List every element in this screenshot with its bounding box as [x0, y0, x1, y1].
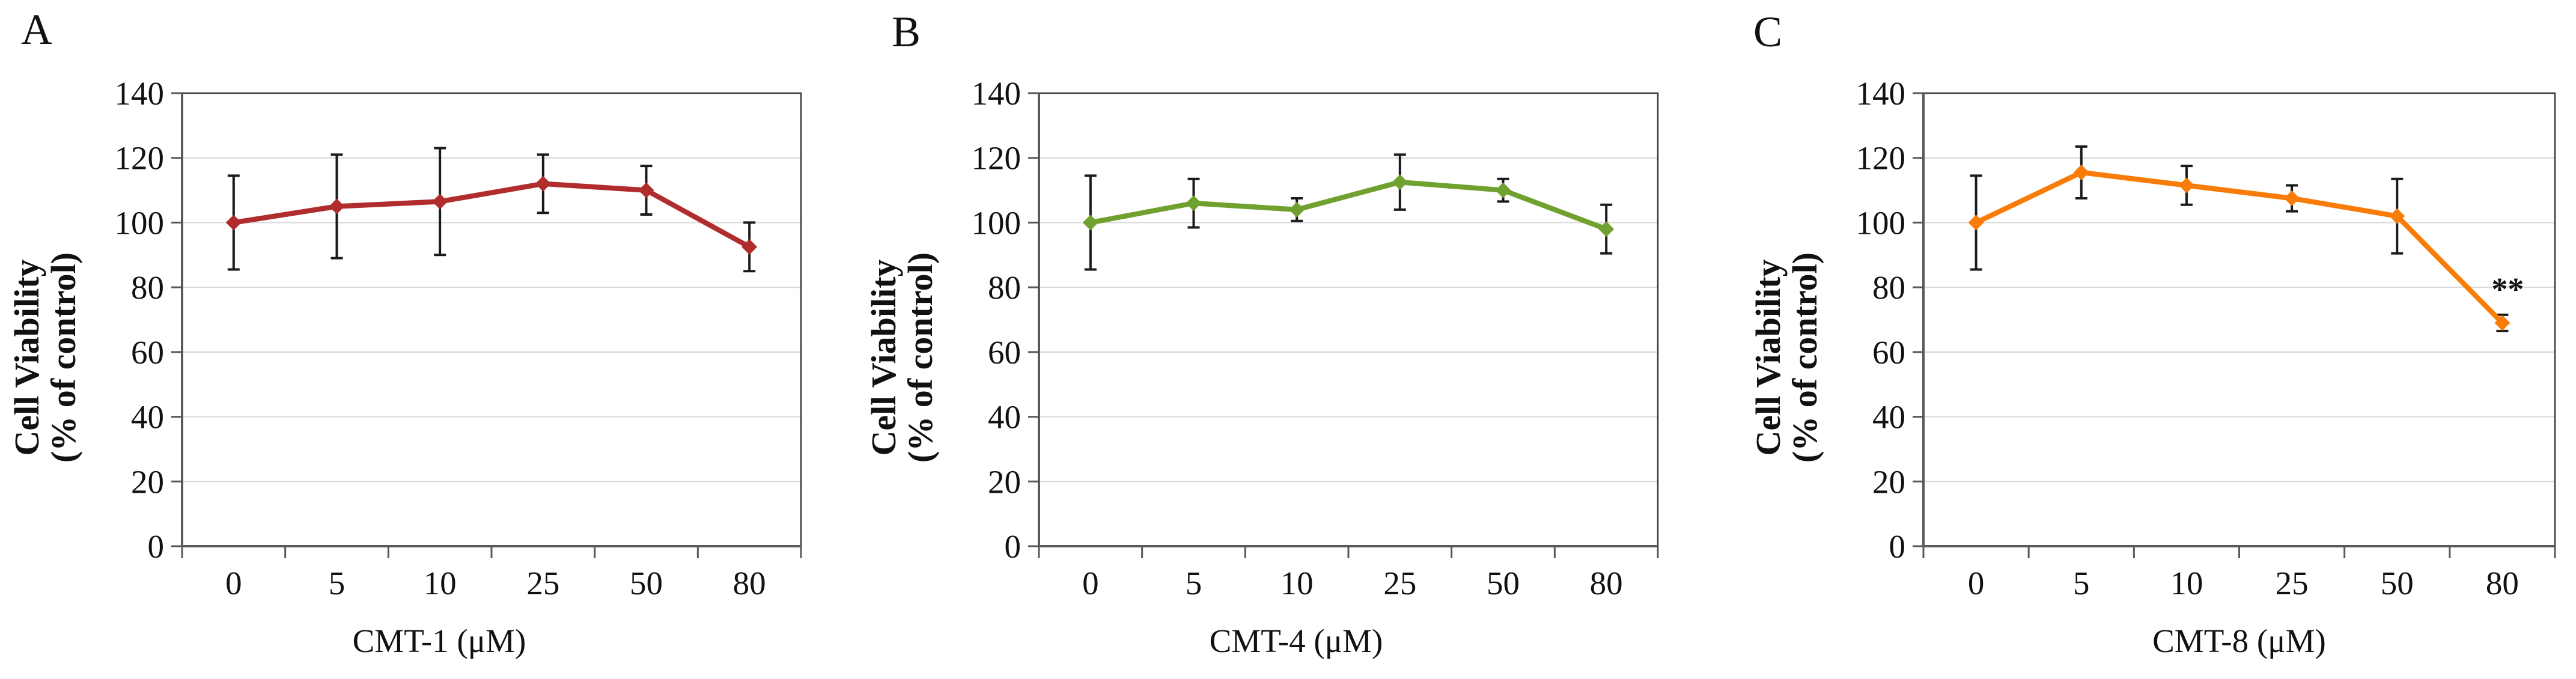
panel-label: A [21, 5, 52, 53]
x-axis-title: CMT-4 (μM) [1210, 623, 1383, 659]
x-tick-label: 80 [1590, 565, 1623, 601]
data-point-marker [225, 215, 242, 231]
y-tick-label: 100 [1856, 204, 1906, 241]
data-point-marker [329, 198, 345, 215]
y-tick-label: 60 [988, 334, 1021, 371]
x-axis-title: CMT-8 (μM) [2152, 623, 2326, 659]
panel-label: C [1753, 8, 1782, 56]
data-point-marker [1289, 201, 1305, 218]
x-tick-label: 50 [1487, 565, 1520, 601]
x-tick-label: 50 [2381, 565, 2414, 601]
y-tick-label: 140 [1856, 75, 1906, 112]
x-tick-label: 25 [2276, 565, 2309, 601]
data-point-marker [1392, 174, 1408, 190]
data-point-marker [1598, 221, 1615, 237]
series-line [1090, 179, 1607, 232]
data-point-marker [432, 193, 448, 210]
y-axis-title-line: Cell Viability [864, 259, 903, 455]
series-line [1975, 169, 2504, 325]
significance-annotation: ** [2491, 271, 2524, 307]
y-tick-label: 80 [1872, 269, 1905, 306]
data-point-marker [2073, 164, 2089, 180]
y-tick-label: 0 [148, 528, 165, 565]
data-point-marker [1082, 215, 1098, 231]
data-point-marker [741, 239, 758, 255]
chart-panel-c: 0 20 40 60 80 100 120 140 0 5 10 25 50 80 ** C Cell Viab… [1717, 0, 2576, 679]
chart-svg-c: 0 20 40 60 80 100 120 140 0 5 10 25 50 80 ** C Cell Viab… [1749, 8, 2556, 659]
y-tick-label: 80 [988, 269, 1021, 306]
data-point-marker [535, 175, 551, 192]
y-tick-label: 40 [988, 399, 1021, 436]
y-axis-title-line: Cell Viability [1749, 259, 1788, 455]
y-tick-label: 100 [972, 204, 1022, 241]
x-tick-label: 80 [733, 565, 766, 601]
x-tick-label: 0 [1968, 565, 1985, 601]
x-tick-label: 5 [2073, 565, 2090, 601]
chart-panel-a: 0 20 40 60 80 100 120 140 0 5 10 25 50 80 A Cell Viabil… [0, 0, 859, 679]
y-tick-label: 20 [988, 463, 1021, 500]
x-tick-label: 5 [329, 565, 346, 601]
x-tick-label: 10 [1280, 565, 1314, 601]
y-tick-label: 20 [1872, 463, 1905, 500]
data-point-marker [638, 182, 654, 198]
chart-svg-b: 0 20 40 60 80 100 120 140 0 5 10 25 50 80 B Cell Viabil… [864, 8, 1659, 659]
plot-border [181, 92, 802, 547]
y-tick-label: 100 [115, 204, 165, 241]
y-axis-title-line: Cell Viability [7, 259, 46, 455]
y-axis-title-line: (% of control) [901, 252, 940, 463]
data-point-marker [2494, 315, 2511, 331]
y-tick-label: 140 [972, 75, 1022, 112]
y-tick-label: 120 [972, 140, 1022, 177]
data-point-marker [2389, 208, 2405, 224]
series-line [233, 181, 751, 249]
x-tick-label: 0 [225, 565, 242, 601]
x-tick-label: 0 [1082, 565, 1099, 601]
y-tick-label: 60 [1872, 334, 1905, 371]
chart-panel-b: 0 20 40 60 80 100 120 140 0 5 10 25 50 80 B Cell Viabil… [859, 0, 1717, 679]
y-tick-label: 60 [131, 334, 164, 371]
y-tick-label: 40 [1872, 399, 1905, 436]
x-tick-label: 80 [2486, 565, 2519, 601]
data-point-marker [1495, 182, 1511, 198]
plot-border [1038, 92, 1659, 547]
y-tick-label: 120 [115, 140, 165, 177]
data-point-marker [1968, 215, 1984, 231]
x-tick-label: 25 [526, 565, 559, 601]
y-tick-label: 80 [131, 269, 164, 306]
y-tick-label: 120 [1856, 140, 1906, 177]
data-point-marker [2284, 190, 2300, 207]
y-axis-title-line: (% of control) [1785, 252, 1824, 463]
y-tick-label: 140 [115, 75, 165, 112]
y-axis-title-line: (% of control) [44, 252, 83, 463]
x-tick-label: 50 [630, 565, 663, 601]
y-tick-label: 40 [131, 399, 164, 436]
y-tick-label: 0 [1005, 528, 1022, 565]
x-axis-title: CMT-1 (μM) [353, 623, 526, 659]
x-tick-label: 25 [1383, 565, 1416, 601]
x-tick-label: 10 [424, 565, 457, 601]
y-tick-label: 20 [131, 463, 164, 500]
x-tick-label: 10 [2170, 565, 2203, 601]
data-point-marker [1186, 195, 1202, 212]
data-point-marker [2178, 177, 2194, 193]
y-tick-label: 0 [1889, 528, 1906, 565]
panel-label: B [892, 8, 921, 56]
plot-border [1922, 92, 2556, 547]
chart-svg-a: 0 20 40 60 80 100 120 140 0 5 10 25 50 80 A Cell Viabil… [7, 5, 802, 659]
x-tick-label: 5 [1186, 565, 1202, 601]
